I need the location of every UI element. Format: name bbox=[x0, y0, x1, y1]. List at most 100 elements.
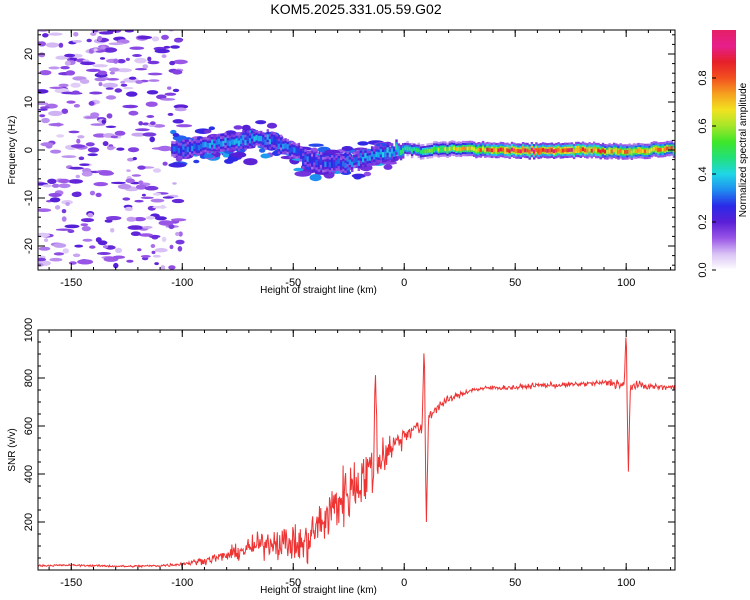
ridge-cell bbox=[242, 135, 245, 141]
ridge-cell bbox=[519, 149, 523, 154]
ridge-cell bbox=[513, 148, 516, 153]
noise-blob bbox=[73, 32, 79, 37]
noise-blob bbox=[80, 79, 90, 84]
noise-blob bbox=[156, 94, 167, 100]
noise-blob bbox=[95, 192, 102, 198]
ridge-cell bbox=[273, 137, 276, 143]
ridge-cell bbox=[466, 146, 469, 151]
noise-blob bbox=[60, 66, 70, 70]
noise-blob bbox=[126, 259, 134, 263]
noise-blob bbox=[44, 238, 49, 243]
noise-blob bbox=[77, 259, 94, 265]
noise-blob bbox=[79, 163, 90, 166]
ridge-cell bbox=[228, 140, 232, 146]
ridge-cell bbox=[495, 148, 498, 153]
noise-blob bbox=[131, 174, 142, 177]
ridge-cell bbox=[490, 148, 494, 153]
noise-blob bbox=[70, 144, 86, 149]
noise-blob bbox=[71, 90, 80, 95]
ridge-cell bbox=[564, 148, 567, 153]
noise-blob bbox=[61, 209, 67, 214]
ridge-cell bbox=[659, 147, 662, 152]
noise-blob bbox=[138, 180, 144, 185]
ridge-cell bbox=[570, 148, 574, 152]
noise-blob bbox=[38, 41, 42, 45]
noise-blob bbox=[135, 80, 143, 84]
noise-blob bbox=[65, 70, 76, 76]
ridge-cell bbox=[577, 147, 580, 152]
ridge-cell bbox=[186, 146, 190, 153]
ridge-cell bbox=[182, 144, 185, 150]
noise-blob bbox=[151, 250, 156, 255]
noise-blob bbox=[48, 193, 61, 197]
ridge-cell bbox=[646, 149, 649, 154]
noise-blob bbox=[161, 54, 167, 59]
ridge-cell bbox=[521, 147, 525, 152]
ridge-cell bbox=[222, 141, 225, 147]
ridge-cell bbox=[510, 147, 514, 152]
noise-blob bbox=[77, 135, 85, 139]
noise-blob bbox=[101, 119, 107, 125]
noise-blob bbox=[125, 91, 138, 97]
ridge-cell bbox=[628, 149, 631, 154]
ridge-cell bbox=[206, 143, 210, 149]
noise-blob bbox=[108, 42, 124, 46]
noise-blob bbox=[177, 246, 183, 252]
ridge-cell bbox=[255, 135, 258, 141]
ridge-cell bbox=[426, 149, 429, 153]
noise-blob bbox=[154, 262, 159, 266]
noise-blob bbox=[120, 80, 126, 84]
ridge-cell bbox=[342, 161, 345, 167]
ridge-cell bbox=[606, 150, 609, 154]
noise-blob bbox=[178, 231, 183, 237]
noise-blob bbox=[94, 77, 107, 82]
spectrogram-xtick-label: -50 bbox=[285, 277, 301, 289]
ridge-cell bbox=[439, 147, 443, 152]
snr-xtick-label: 0 bbox=[401, 577, 407, 589]
ridge-cell bbox=[373, 154, 376, 160]
noise-blob bbox=[90, 112, 100, 118]
noise-blob bbox=[58, 83, 69, 88]
ridge-cell bbox=[173, 146, 176, 152]
ridge-cell bbox=[213, 143, 216, 149]
ridge-cell bbox=[444, 147, 447, 151]
ridge-cell bbox=[608, 148, 611, 153]
noise-blob bbox=[107, 146, 116, 149]
noise-blob bbox=[102, 47, 118, 53]
ridge-cell bbox=[477, 147, 480, 152]
colorbar-label: Normalized spectral amplitude bbox=[738, 82, 749, 217]
ridge-cell bbox=[184, 148, 187, 154]
noise-blob bbox=[86, 38, 92, 43]
noise-blob bbox=[172, 182, 177, 185]
ridge-cell bbox=[590, 148, 594, 153]
noise-blob bbox=[38, 233, 51, 238]
ridge-cell bbox=[670, 146, 674, 150]
noise-blob bbox=[48, 110, 63, 116]
noise-blob bbox=[54, 205, 61, 210]
ridge-cell bbox=[246, 135, 250, 141]
ridge-cell bbox=[299, 151, 303, 157]
noise-blob bbox=[65, 201, 70, 206]
ridge-cell bbox=[262, 137, 265, 143]
ridge-cell bbox=[617, 150, 620, 154]
ridge-blob bbox=[241, 124, 251, 132]
spectrogram-xtick-label: 0 bbox=[401, 277, 407, 289]
ridge-blob bbox=[243, 158, 258, 166]
ridge-cell bbox=[237, 140, 241, 146]
noise-blob bbox=[75, 174, 81, 179]
noise-blob bbox=[112, 30, 122, 33]
ridge-cell bbox=[260, 135, 263, 142]
noise-blob bbox=[173, 104, 189, 109]
ridge-cell bbox=[366, 155, 369, 162]
noise-blob bbox=[51, 183, 60, 188]
noise-blob bbox=[92, 64, 108, 68]
noise-blob bbox=[78, 156, 85, 161]
ridge-cell bbox=[626, 150, 629, 154]
noise-blob bbox=[96, 252, 111, 255]
ridge-cell bbox=[240, 138, 243, 144]
ridge-cell bbox=[231, 139, 234, 145]
ridge-cell bbox=[279, 139, 283, 146]
noise-blob bbox=[162, 196, 174, 199]
ridge-cell bbox=[550, 148, 554, 153]
ridge-blob bbox=[225, 130, 237, 136]
